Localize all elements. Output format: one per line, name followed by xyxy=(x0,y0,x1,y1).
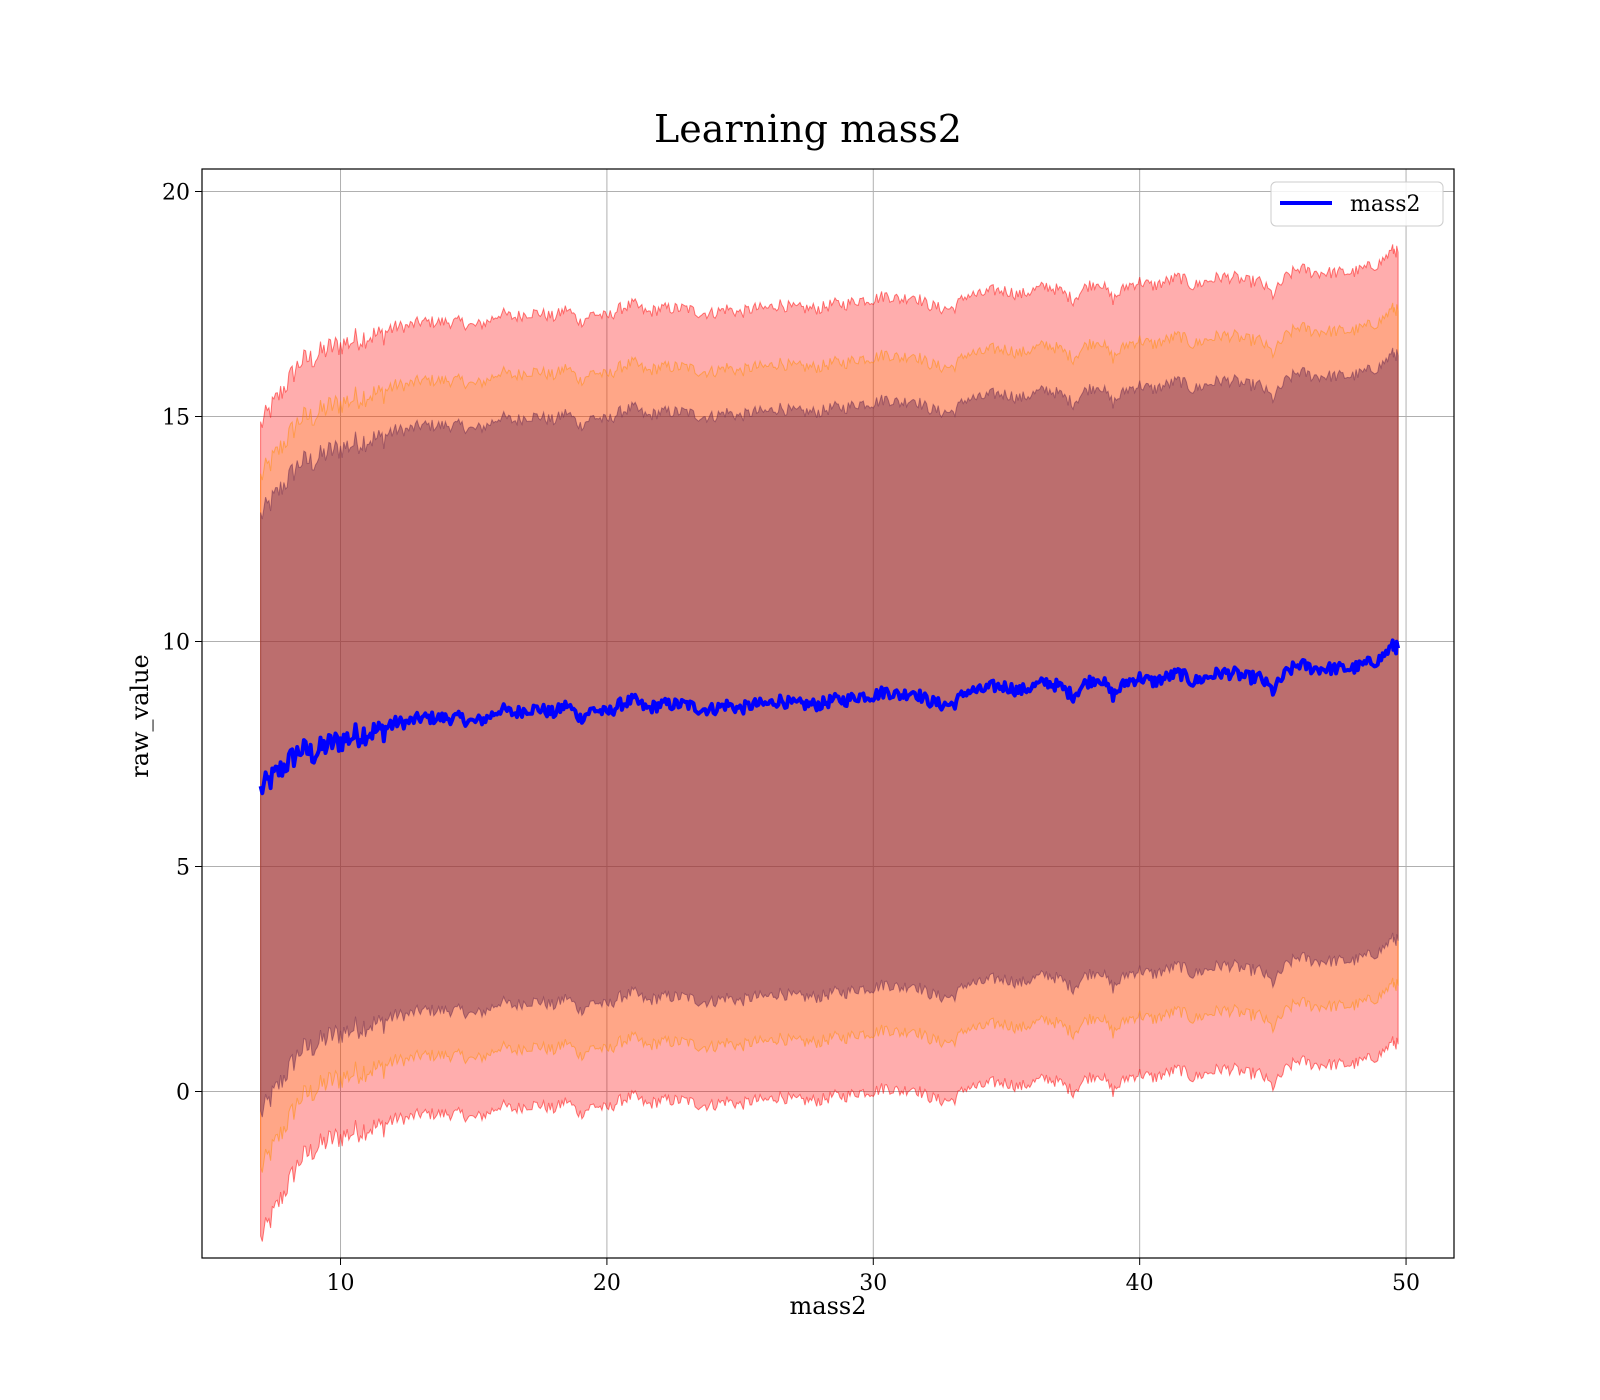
legend-box xyxy=(1270,181,1444,227)
x-axis-ticks: 10 20 30 40 50 xyxy=(327,1258,1420,1296)
x-tick-label: 10 xyxy=(327,1271,355,1296)
confidence-band-1 xyxy=(260,302,1399,1173)
x-tick-label: 50 xyxy=(1392,1271,1420,1296)
confidence-bands xyxy=(260,244,1399,1242)
legend[interactable]: mass2 xyxy=(1270,181,1444,227)
plot-frame xyxy=(201,168,1455,1259)
legend-label-mass2: mass2 xyxy=(1350,192,1421,217)
y-tick-label: 15 xyxy=(162,406,190,431)
x-tick-label: 30 xyxy=(859,1271,887,1296)
series-line-mass2 xyxy=(258,638,1401,796)
y-tick-label: 0 xyxy=(176,1081,190,1106)
y-tick-label: 10 xyxy=(162,631,190,656)
y-axis-label: raw_value xyxy=(126,654,154,778)
chart-title: Learning mass2 xyxy=(654,107,962,151)
y-tick-label: 20 xyxy=(162,181,190,206)
x-tick-label: 40 xyxy=(1126,1271,1154,1296)
y-tick-label: 5 xyxy=(176,856,190,881)
confidence-band-2 xyxy=(260,347,1399,1118)
confidence-band-0 xyxy=(260,244,1399,1242)
series-lines xyxy=(258,638,1401,796)
y-axis-ticks: 0 5 10 15 20 xyxy=(162,181,202,1106)
x-tick-label: 20 xyxy=(593,1271,621,1296)
x-axis-label: mass2 xyxy=(790,1292,867,1320)
